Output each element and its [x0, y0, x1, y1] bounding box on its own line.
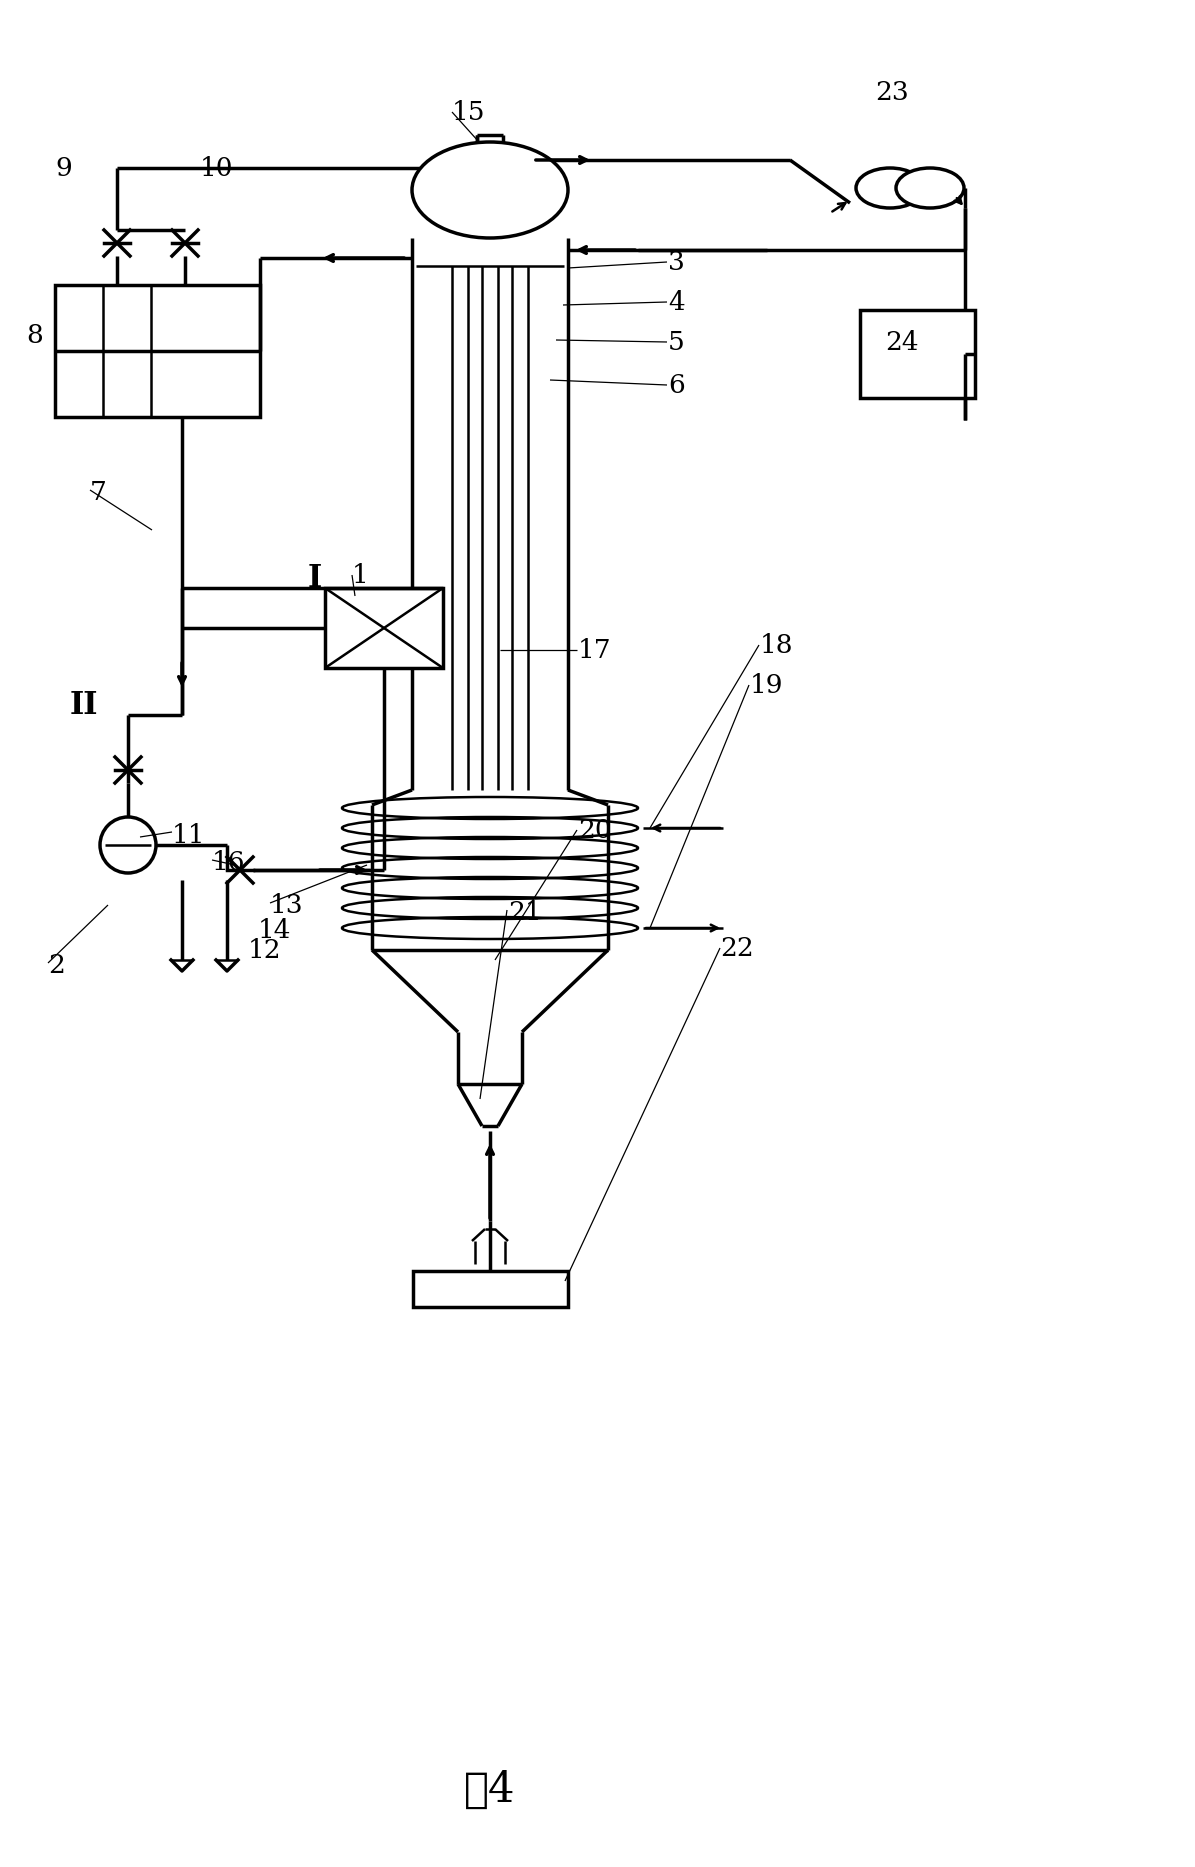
Text: 16: 16	[212, 849, 245, 874]
Text: 15: 15	[452, 99, 485, 125]
Text: 2: 2	[48, 952, 65, 978]
Ellipse shape	[856, 168, 924, 207]
Circle shape	[100, 818, 157, 874]
Text: 7: 7	[90, 480, 106, 504]
Ellipse shape	[896, 168, 964, 207]
Text: 6: 6	[668, 373, 685, 398]
Bar	[325, 588, 443, 668]
Text: 1: 1	[353, 562, 369, 588]
Text: II: II	[71, 689, 98, 721]
Text: 14: 14	[258, 917, 292, 943]
Text: 19: 19	[750, 672, 784, 698]
Text: 24: 24	[885, 329, 919, 355]
Text: 13: 13	[270, 892, 304, 917]
Text: 11: 11	[172, 823, 206, 848]
Bar	[413, 1271, 568, 1307]
Text: 12: 12	[249, 937, 282, 963]
Text: 图4: 图4	[464, 1770, 516, 1811]
Bar	[860, 310, 975, 398]
Text: 21: 21	[508, 900, 541, 924]
Text: 18: 18	[760, 633, 793, 657]
Text: 23: 23	[875, 80, 908, 105]
Text: I: I	[308, 562, 323, 594]
Ellipse shape	[412, 142, 568, 237]
Text: 22: 22	[721, 935, 754, 960]
Text: 9: 9	[55, 155, 72, 181]
Bar	[55, 286, 261, 416]
Text: 17: 17	[578, 637, 612, 663]
Text: 8: 8	[26, 323, 43, 347]
Text: 3: 3	[668, 250, 685, 274]
Text: 4: 4	[668, 289, 685, 314]
Text: 20: 20	[578, 818, 612, 842]
Text: 10: 10	[200, 155, 233, 181]
Text: 5: 5	[668, 329, 685, 355]
